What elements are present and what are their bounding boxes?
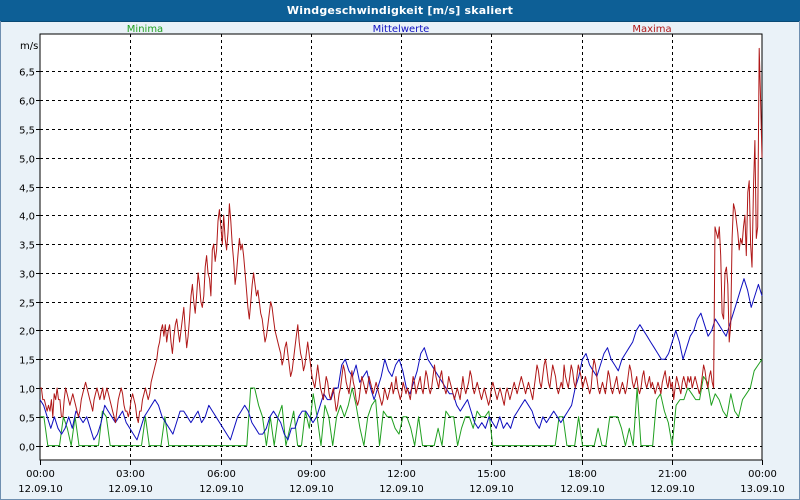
series-group [39, 47, 763, 447]
x-tick-date: 12.09.10 [108, 484, 153, 495]
legend-maxima: Maxima [632, 24, 671, 35]
series-line-maxima [40, 47, 763, 424]
window-title: Windgeschwindigkeit [m/s] skaliert [0, 0, 800, 22]
x-tick-time: 21:00 [658, 469, 687, 480]
y-tick-label: 1,0 [19, 385, 35, 396]
x-tick-date: 12.09.10 [469, 484, 514, 495]
y-axis: 0,0 0,5 1,0 1,5 2,0 2,5 3,0 3,5 4,0 4,5 5,0 5,5 6,0 6… [19, 68, 40, 454]
y-tick-label: 5,0 [19, 155, 35, 166]
x-tick-time: 06:00 [207, 469, 236, 480]
x-tick-time: 15:00 [477, 469, 506, 480]
x-tick-date: 12.09.10 [650, 484, 695, 495]
x-tick-date: 12.09.10 [18, 484, 63, 495]
x-tick-date: 12.09.10 [379, 484, 424, 495]
y-tick-label: 1,5 [19, 356, 35, 367]
y-tick-label: 2,0 [19, 327, 35, 338]
x-tick-date: 12.09.10 [560, 484, 605, 495]
y-tick-label: 5,5 [19, 126, 35, 137]
x-axis: 00:00 12.09.10 03:00 12.09.10 06:00 12.09.10 0… [18, 460, 785, 495]
y-tick-label: 4,5 [19, 184, 35, 195]
series-line-minima [40, 359, 763, 447]
y-tick-label: 6,5 [19, 68, 35, 79]
x-tick-date: 12.09.10 [289, 484, 334, 495]
x-tick-time: 03:00 [116, 469, 145, 480]
legend: Minima Mittelwerte Maxima [127, 24, 672, 35]
y-tick-label: 6,0 [19, 97, 35, 108]
y-tick-label: 3,0 [19, 270, 35, 281]
x-tick-date: 13.09.10 [740, 484, 785, 495]
x-tick-time: 00:00 [748, 469, 777, 480]
x-tick-date: 12.09.10 [199, 484, 244, 495]
series-line-mittelwerte [39, 278, 763, 441]
grid [40, 34, 762, 460]
x-tick-time: 18:00 [568, 469, 597, 480]
y-axis-label: m/s [20, 41, 38, 52]
y-tick-label: 0,0 [19, 443, 35, 454]
legend-mittelwerte: Mittelwerte [373, 24, 430, 35]
y-tick-label: 2,5 [19, 299, 35, 310]
legend-minima: Minima [127, 24, 163, 35]
x-tick-time: 00:00 [26, 469, 55, 480]
y-tick-label: 3,5 [19, 241, 35, 252]
y-tick-label: 4,0 [19, 212, 35, 223]
x-tick-time: 09:00 [297, 469, 326, 480]
y-tick-label: 0,5 [19, 414, 35, 425]
x-tick-time: 12:00 [387, 469, 416, 480]
